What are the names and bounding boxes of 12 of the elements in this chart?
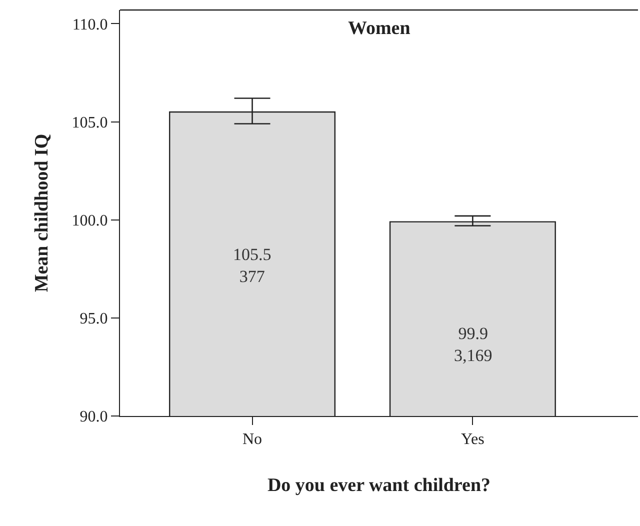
y-axis-title: Mean childhood IQ (32, 134, 53, 292)
chart-title: Women (348, 18, 411, 39)
y-tick-label: 100.0 (72, 212, 108, 230)
y-tick-label: 90.0 (80, 408, 108, 426)
x-axis-title: Do you ever want children? (267, 475, 491, 496)
annotation: 99.9 3,169 (454, 324, 492, 366)
x-tick-label: No (242, 431, 262, 448)
annotation: 105.5 377 (233, 245, 272, 286)
y-tick-label: 105.0 (72, 114, 108, 132)
x-tick-label: Yes (461, 431, 484, 448)
y-tick-label: 110.0 (72, 16, 108, 34)
y-tick-label: 95.0 (80, 310, 108, 328)
